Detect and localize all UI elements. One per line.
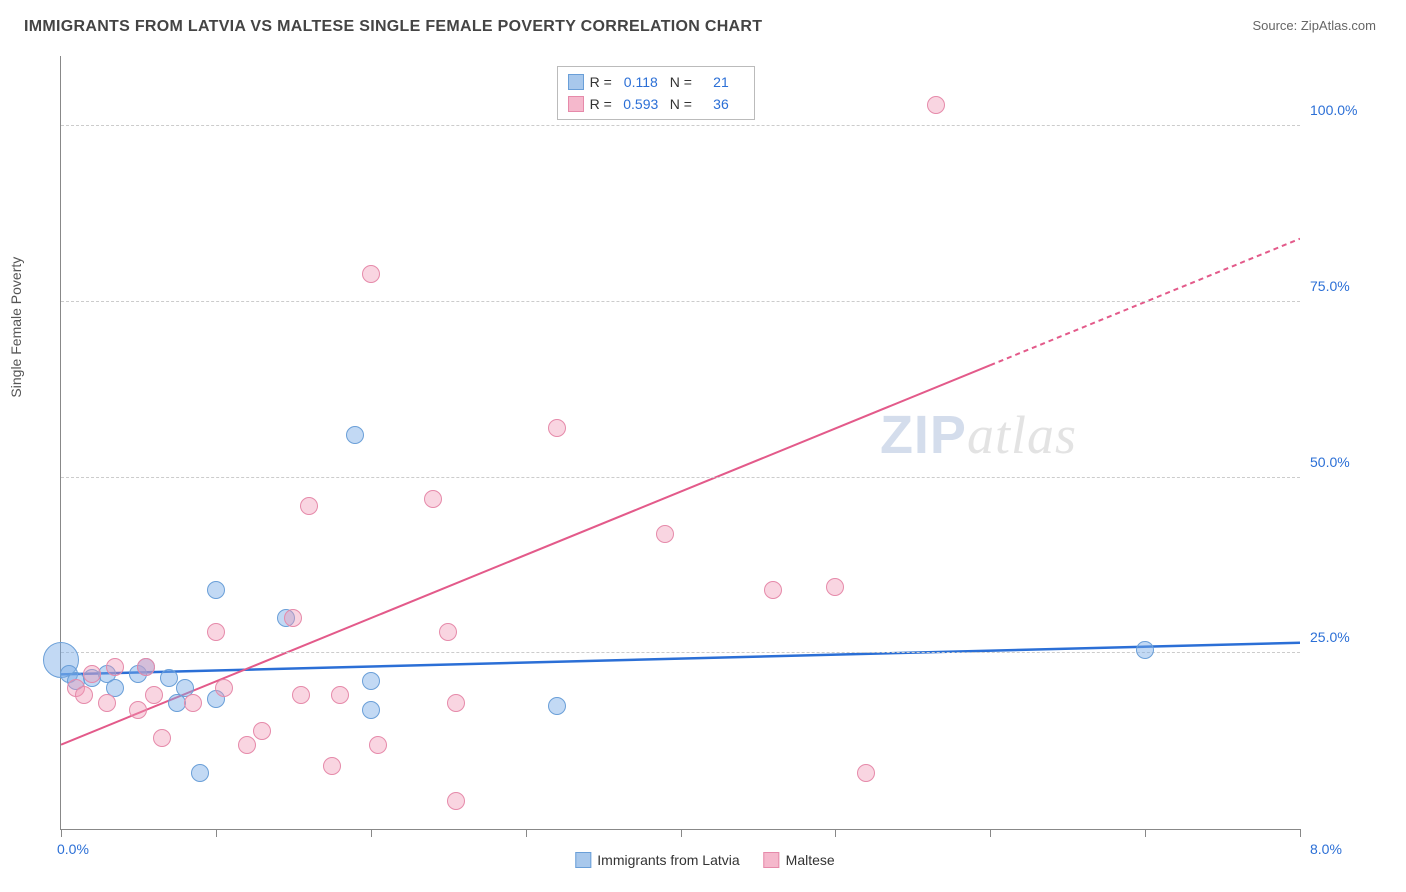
n-value: 36 (698, 93, 744, 115)
scatter-point (292, 686, 310, 704)
gridline (61, 301, 1300, 302)
scatter-point (129, 701, 147, 719)
r-label: R = (590, 71, 612, 93)
x-tick (1300, 829, 1301, 837)
r-value: 0.593 (618, 93, 664, 115)
scatter-point (153, 729, 171, 747)
chart-title: IMMIGRANTS FROM LATVIA VS MALTESE SINGLE… (24, 18, 762, 36)
x-tick (526, 829, 527, 837)
scatter-point (215, 679, 233, 697)
x-tick (990, 829, 991, 837)
y-tick-label: 50.0% (1310, 454, 1374, 470)
scatter-point (1136, 641, 1154, 659)
legend-label: Maltese (786, 852, 835, 868)
series-legend: Immigrants from Latvia Maltese (575, 852, 834, 868)
scatter-point (75, 686, 93, 704)
scatter-point (98, 694, 116, 712)
scatter-point (447, 792, 465, 810)
y-tick-label: 25.0% (1310, 629, 1374, 645)
n-label: N = (670, 93, 692, 115)
legend-item: Maltese (764, 852, 835, 868)
scatter-point (184, 694, 202, 712)
gridline (61, 125, 1300, 126)
chart-container: Single Female Poverty ZIPatlas R =0.118N… (24, 48, 1386, 872)
scatter-point (362, 265, 380, 283)
source-prefix: Source: (1252, 18, 1300, 33)
scatter-point (447, 694, 465, 712)
source-link[interactable]: ZipAtlas.com (1301, 18, 1376, 33)
scatter-point (362, 672, 380, 690)
scatter-point (106, 658, 124, 676)
stats-legend: R = 0.118 N = 21 R = 0.593 N = 36 (557, 66, 755, 120)
x-tick-label: 0.0% (57, 841, 89, 857)
scatter-point (238, 736, 256, 754)
scatter-point (439, 623, 457, 641)
scatter-point (83, 665, 101, 683)
source-attribution: Source: ZipAtlas.com (1252, 18, 1376, 36)
stats-row: R = 0.593 N = 36 (568, 93, 744, 115)
scatter-point (927, 96, 945, 114)
x-tick (1145, 829, 1146, 837)
watermark-zip: ZIP (880, 405, 967, 465)
x-tick (371, 829, 372, 837)
scatter-point (284, 609, 302, 627)
scatter-point (331, 686, 349, 704)
scatter-point (145, 686, 163, 704)
trend-lines (61, 56, 1300, 829)
r-value: 0.118 (618, 71, 664, 93)
gridline (61, 652, 1300, 653)
scatter-point (424, 490, 442, 508)
scatter-point (548, 419, 566, 437)
n-value: 21 (698, 71, 744, 93)
scatter-point (207, 623, 225, 641)
scatter-point (207, 581, 225, 599)
scatter-point (656, 525, 674, 543)
gridline (61, 477, 1300, 478)
y-tick-label: 100.0% (1310, 102, 1374, 118)
x-tick-label: 8.0% (1310, 841, 1374, 857)
legend-swatch (568, 96, 584, 112)
legend-swatch (568, 74, 584, 90)
legend-swatch (764, 852, 780, 868)
legend-item: Immigrants from Latvia (575, 852, 739, 868)
r-label: R = (590, 93, 612, 115)
scatter-point (764, 581, 782, 599)
watermark: ZIPatlas (880, 404, 1077, 466)
scatter-point (548, 697, 566, 715)
watermark-atlas: atlas (967, 405, 1077, 465)
y-tick-label: 75.0% (1310, 278, 1374, 294)
header: IMMIGRANTS FROM LATVIA VS MALTESE SINGLE… (0, 0, 1406, 44)
scatter-point (253, 722, 271, 740)
stats-row: R = 0.118 N = 21 (568, 71, 744, 93)
scatter-point (323, 757, 341, 775)
scatter-point (137, 658, 155, 676)
scatter-point (300, 497, 318, 515)
x-tick (216, 829, 217, 837)
scatter-point (362, 701, 380, 719)
plot-area: ZIPatlas R =0.118N =21R =0.593N =36 25.0… (60, 56, 1300, 830)
x-tick (61, 829, 62, 837)
scatter-point (857, 764, 875, 782)
x-tick (681, 829, 682, 837)
n-label: N = (670, 71, 692, 93)
scatter-point (191, 764, 209, 782)
scatter-point (369, 736, 387, 754)
legend-swatch (575, 852, 591, 868)
scatter-point (826, 578, 844, 596)
scatter-point (346, 426, 364, 444)
y-axis-label: Single Female Poverty (8, 257, 24, 398)
x-tick (835, 829, 836, 837)
legend-label: Immigrants from Latvia (597, 852, 739, 868)
